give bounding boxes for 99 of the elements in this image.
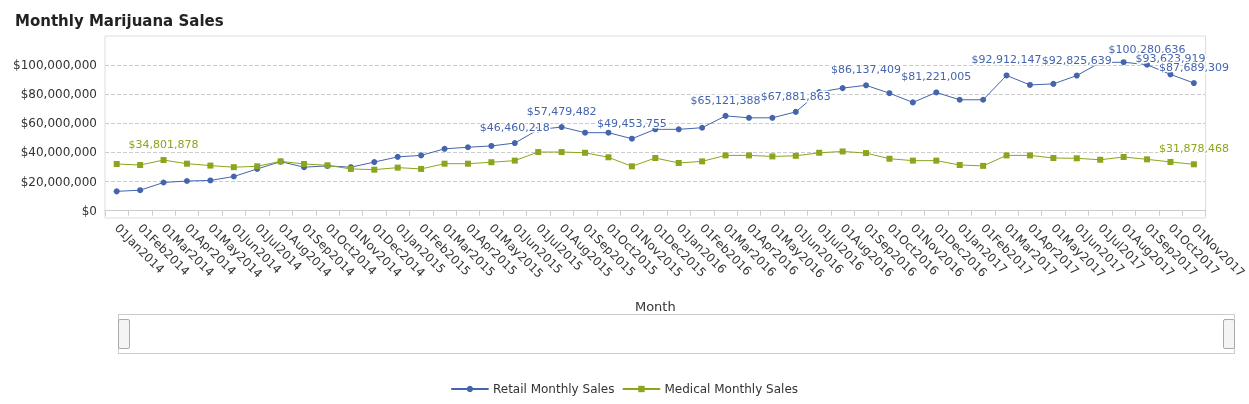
point <box>909 99 916 106</box>
point <box>137 162 144 168</box>
point <box>792 152 799 159</box>
point <box>418 165 425 172</box>
point <box>1190 161 1197 168</box>
point <box>1120 59 1127 66</box>
point <box>1003 152 1010 159</box>
y-tick-label: $80,000,000 <box>20 87 97 102</box>
point <box>160 157 167 164</box>
point <box>1167 158 1174 165</box>
point <box>230 164 237 171</box>
point <box>1026 152 1033 159</box>
point <box>699 158 706 165</box>
point <box>464 144 471 151</box>
point <box>886 90 893 97</box>
point <box>558 124 565 131</box>
y-tick-label: $0 <box>81 203 97 218</box>
legend-label: Retail Monthly Sales <box>492 382 615 396</box>
point <box>722 152 729 159</box>
point <box>1073 155 1080 162</box>
point <box>301 160 308 167</box>
point <box>699 124 706 131</box>
point <box>488 142 495 149</box>
point <box>394 153 401 160</box>
point <box>769 153 776 160</box>
point <box>1097 156 1104 163</box>
point <box>160 179 167 186</box>
point <box>371 166 378 173</box>
point <box>722 112 729 119</box>
chart-title: Monthly Marijuana Sales <box>15 11 224 30</box>
data-label: $92,825,639 <box>1041 53 1112 67</box>
point <box>1026 81 1033 88</box>
point <box>769 114 776 121</box>
point <box>207 162 214 169</box>
point <box>418 152 425 159</box>
point <box>113 188 120 195</box>
point <box>137 187 144 194</box>
point <box>675 126 682 133</box>
point <box>394 164 401 171</box>
point <box>441 160 448 167</box>
point <box>207 177 214 184</box>
point <box>605 129 612 136</box>
point <box>183 178 190 185</box>
point <box>933 157 940 164</box>
point <box>230 173 237 180</box>
point <box>113 160 120 167</box>
point <box>863 150 870 157</box>
x-axis-title: Month <box>634 299 676 314</box>
point <box>183 160 190 167</box>
point <box>628 135 635 142</box>
y-tick-label: $20,000,000 <box>20 174 97 189</box>
point <box>839 85 846 92</box>
point <box>464 160 471 167</box>
point <box>652 155 659 162</box>
point <box>816 149 823 156</box>
point <box>511 140 518 147</box>
point <box>582 129 589 136</box>
data-label: $100,280,636 <box>1108 42 1186 56</box>
point <box>956 162 963 168</box>
point <box>535 149 542 156</box>
point <box>371 159 378 166</box>
y-tick-label: $40,000,000 <box>20 145 97 160</box>
point <box>1144 156 1151 163</box>
point <box>1190 80 1197 87</box>
point <box>745 152 752 159</box>
point <box>1073 72 1080 79</box>
point <box>792 108 799 115</box>
point <box>956 96 963 103</box>
point <box>980 96 987 103</box>
point <box>605 154 612 161</box>
point <box>839 148 846 155</box>
point <box>863 82 870 89</box>
y-tick-label: $60,000,000 <box>20 116 97 131</box>
y-tick-label: $100,000,000 <box>13 58 97 73</box>
data-label: $81,221,005 <box>901 70 972 84</box>
data-label: $57,479,482 <box>526 105 597 119</box>
point <box>909 157 916 164</box>
point <box>488 159 495 166</box>
data-label: $46,460,218 <box>479 121 550 135</box>
data-label: $31,878,468 <box>1158 142 1229 156</box>
point <box>1050 80 1057 87</box>
data-label: $92,912,147 <box>971 53 1042 67</box>
point <box>441 145 448 152</box>
point <box>675 159 682 166</box>
point <box>1120 153 1127 160</box>
point <box>980 162 987 169</box>
point <box>886 155 893 162</box>
legend-label: Medical Monthly Sales <box>664 382 799 396</box>
data-label: $86,137,409 <box>831 63 902 77</box>
data-label: $34,801,878 <box>128 138 199 152</box>
point <box>1050 155 1057 162</box>
point <box>511 157 518 164</box>
data-label: $65,121,388 <box>690 93 761 107</box>
point <box>628 163 635 170</box>
point <box>558 149 565 156</box>
point <box>1003 72 1010 79</box>
point <box>745 114 752 121</box>
point <box>582 149 589 156</box>
data-label: $49,453,755 <box>596 116 667 130</box>
